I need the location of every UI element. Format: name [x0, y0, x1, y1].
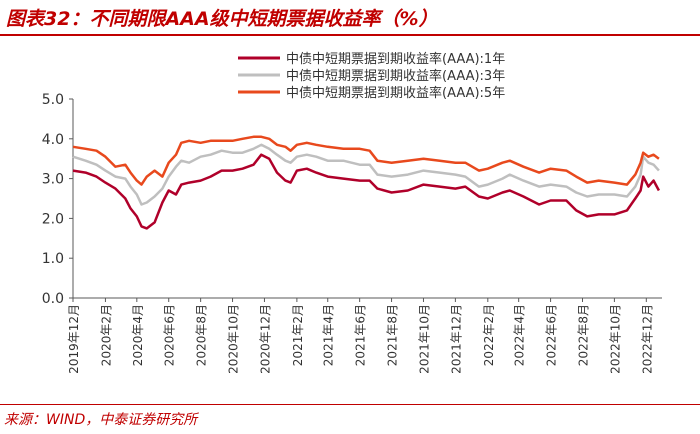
x-tick-label: 2020年2月 [99, 304, 113, 366]
legend-label-3: 中债中短期票据到期收益率(AAA):5年 [286, 85, 505, 101]
y-tick-label: 4.0 [42, 132, 64, 148]
legend-label-2: 中债中短期票据到期收益率(AAA):3年 [286, 68, 505, 84]
series-line-3 [72, 135, 660, 186]
x-tick-label: 2020年6月 [163, 304, 177, 366]
y-tick-label: 2.0 [42, 211, 64, 227]
x-tick-label: 2022年6月 [545, 304, 559, 366]
x-tick-label: 2021年4月 [322, 304, 336, 366]
x-tick-label: 2021年10月 [417, 304, 431, 374]
x-tick-label: 2020年12月 [258, 304, 272, 374]
y-tick-label: 3.0 [42, 172, 64, 188]
x-tick-label: 2019年12月 [67, 304, 81, 374]
figure-title: 图表32：不同期限AAA级中短期票据收益率（%） [6, 8, 438, 30]
x-tick-label: 2021年2月 [291, 304, 305, 366]
yield-line-chart: 中债中短期票据到期收益率(AAA):1年中债中短期票据到期收益率(AAA):3年… [42, 51, 662, 374]
y-tick-label: 5.0 [42, 92, 64, 108]
y-tick-label: 0.0 [42, 291, 64, 307]
x-tick-label: 2022年8月 [576, 304, 590, 366]
x-tick-label: 2020年10月 [227, 304, 241, 374]
y-tick-label: 1.0 [42, 251, 64, 267]
chart-legend: 中债中短期票据到期收益率(AAA):1年中债中短期票据到期收益率(AAA):3年… [238, 51, 505, 101]
series-line-1 [72, 153, 661, 230]
x-tick-label: 2022年12月 [640, 304, 654, 374]
x-tick-label: 2022年10月 [608, 304, 622, 374]
x-tick-label: 2022年4月 [513, 304, 527, 366]
title-divider [0, 34, 700, 36]
x-tick-label: 2021年12月 [449, 304, 463, 374]
source-note: 来源：WIND，中泰证券研究所 [4, 412, 198, 428]
x-tick-label: 2022年2月 [482, 304, 496, 366]
chart-series [72, 135, 661, 230]
series-line-2 [72, 143, 660, 206]
legend-label-1: 中债中短期票据到期收益率(AAA):1年 [286, 51, 505, 67]
x-tick-label: 2021年6月 [354, 304, 368, 366]
x-tick-label: 2021年8月 [386, 304, 400, 366]
x-tick-label: 2020年4月 [131, 304, 145, 366]
source-divider [0, 404, 700, 405]
x-tick-label: 2020年8月 [195, 304, 209, 366]
chart-axes: 0.0 1.0 2.0 3.0 4.0 5.0 2019年12月 2020年2月 2020年4月… [42, 92, 662, 374]
